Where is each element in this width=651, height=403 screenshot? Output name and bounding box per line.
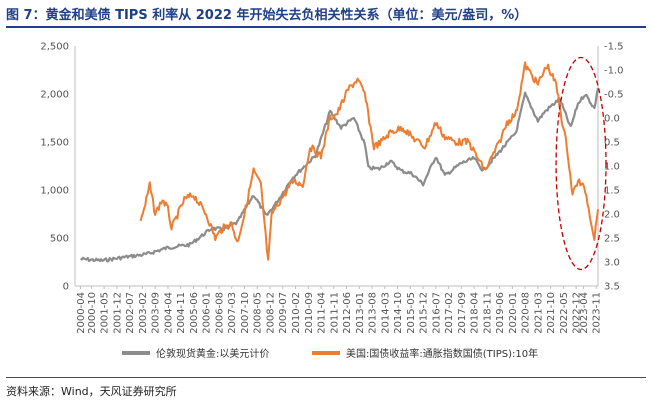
x-tick-label: 2002-07 bbox=[125, 292, 136, 334]
y-left-tick-label: 0 bbox=[63, 282, 69, 293]
x-tick-label: 2015-12 bbox=[419, 292, 430, 334]
x-tick-label: 2023-11 bbox=[592, 292, 603, 334]
title-rule bbox=[6, 26, 646, 28]
source-note: 资料来源：Wind，天风证券研究所 bbox=[6, 385, 177, 398]
y-right-tick-label: 1.5 bbox=[604, 186, 620, 197]
x-tick-label: 2007-10 bbox=[240, 292, 251, 334]
x-tick-label: 2010-09 bbox=[304, 292, 315, 334]
x-tick-label: 2018-04 bbox=[470, 292, 481, 334]
x-tick-label: 2017-02 bbox=[444, 292, 455, 334]
series-line-tips bbox=[139, 61, 599, 261]
x-tick-label: 2009-07 bbox=[278, 292, 289, 334]
x-tick-label: 2017-09 bbox=[457, 292, 468, 334]
x-tick-label: 2013-08 bbox=[368, 292, 379, 334]
x-tick-label: 2007-03 bbox=[227, 292, 238, 334]
x-tick-label: 2021-03 bbox=[533, 292, 544, 334]
y-right-tick-label: -1.5 bbox=[604, 42, 624, 53]
y-right-tick-label: 0.0 bbox=[604, 114, 620, 125]
x-tick-label: 2006-01 bbox=[202, 292, 213, 334]
y-right-tick-label: 3.0 bbox=[604, 258, 620, 269]
x-tick-label: 2008-05 bbox=[253, 292, 264, 334]
x-tick-label: 2003-02 bbox=[138, 292, 149, 334]
x-tick-label: 2022-05 bbox=[559, 292, 570, 334]
y-left-tick-label: 1,500 bbox=[40, 138, 69, 149]
x-tick-label: 2012-06 bbox=[342, 292, 353, 334]
x-tick-label: 2021-10 bbox=[546, 292, 557, 334]
x-tick-label: 2020-08 bbox=[521, 292, 532, 334]
x-tick-label: 2023-04 bbox=[579, 292, 590, 334]
x-tick-label: 2013-01 bbox=[355, 292, 366, 334]
x-tick-label: 2008-12 bbox=[265, 292, 276, 334]
annotation-ellipse bbox=[555, 56, 607, 271]
chart-title: 图 7：黄金和美债 TIPS 利率从 2022 年开始失去负相关性关系（单位：美… bbox=[6, 8, 528, 23]
x-tick-label: 2000-04 bbox=[76, 292, 87, 334]
x-tick-label: 2019-06 bbox=[495, 292, 506, 334]
x-tick-label: 2004-04 bbox=[163, 292, 174, 334]
y-right-tick-label: 0.5 bbox=[604, 138, 620, 149]
x-tick-label: 2011-04 bbox=[317, 292, 328, 334]
x-tick-label: 2001-12 bbox=[112, 292, 123, 334]
x-tick-label: 2022-12 bbox=[572, 292, 583, 334]
x-tick-label: 2011-11 bbox=[329, 292, 340, 334]
legend-label-gold: 伦敦现货黄金:以美元计价 bbox=[156, 347, 269, 360]
x-tick-label: 2020-01 bbox=[508, 292, 519, 334]
x-tick-label: 2000-10 bbox=[87, 292, 98, 334]
x-tick-label: 2006-08 bbox=[214, 292, 225, 334]
x-tick-label: 2014-03 bbox=[380, 292, 391, 334]
x-tick-label: 2005-06 bbox=[189, 292, 200, 334]
y-right-tick-label: 3.5 bbox=[604, 282, 620, 293]
y-right-tick-label: 1.0 bbox=[604, 162, 620, 173]
y-right-tick-label: -1.0 bbox=[604, 66, 624, 77]
y-left-tick-label: 500 bbox=[50, 234, 69, 245]
y-left-tick-label: 2,500 bbox=[40, 42, 69, 53]
y-right-tick-label: -0.5 bbox=[604, 90, 624, 101]
y-left-tick-label: 1,000 bbox=[40, 186, 69, 197]
y-right-tick-label: 2.0 bbox=[604, 210, 620, 221]
legend-label-tips: 美国:国债收益率:通胀指数国债(TIPS):10年 bbox=[346, 347, 538, 360]
series-line-gold bbox=[80, 87, 600, 263]
y-right-tick-label: 2.5 bbox=[604, 234, 620, 245]
x-tick-label: 2016-07 bbox=[431, 292, 442, 334]
x-tick-label: 2010-02 bbox=[291, 292, 302, 334]
x-tick-label: 2015-05 bbox=[406, 292, 417, 334]
x-tick-label: 2018-11 bbox=[482, 292, 493, 334]
x-tick-label: 2003-09 bbox=[151, 292, 162, 334]
x-tick-label: 2004-11 bbox=[176, 292, 187, 334]
x-tick-label: 2001-05 bbox=[100, 292, 111, 334]
x-tick-label: 2014-10 bbox=[393, 292, 404, 334]
footer-rule bbox=[6, 377, 646, 378]
y-left-tick-label: 2,000 bbox=[40, 90, 69, 101]
